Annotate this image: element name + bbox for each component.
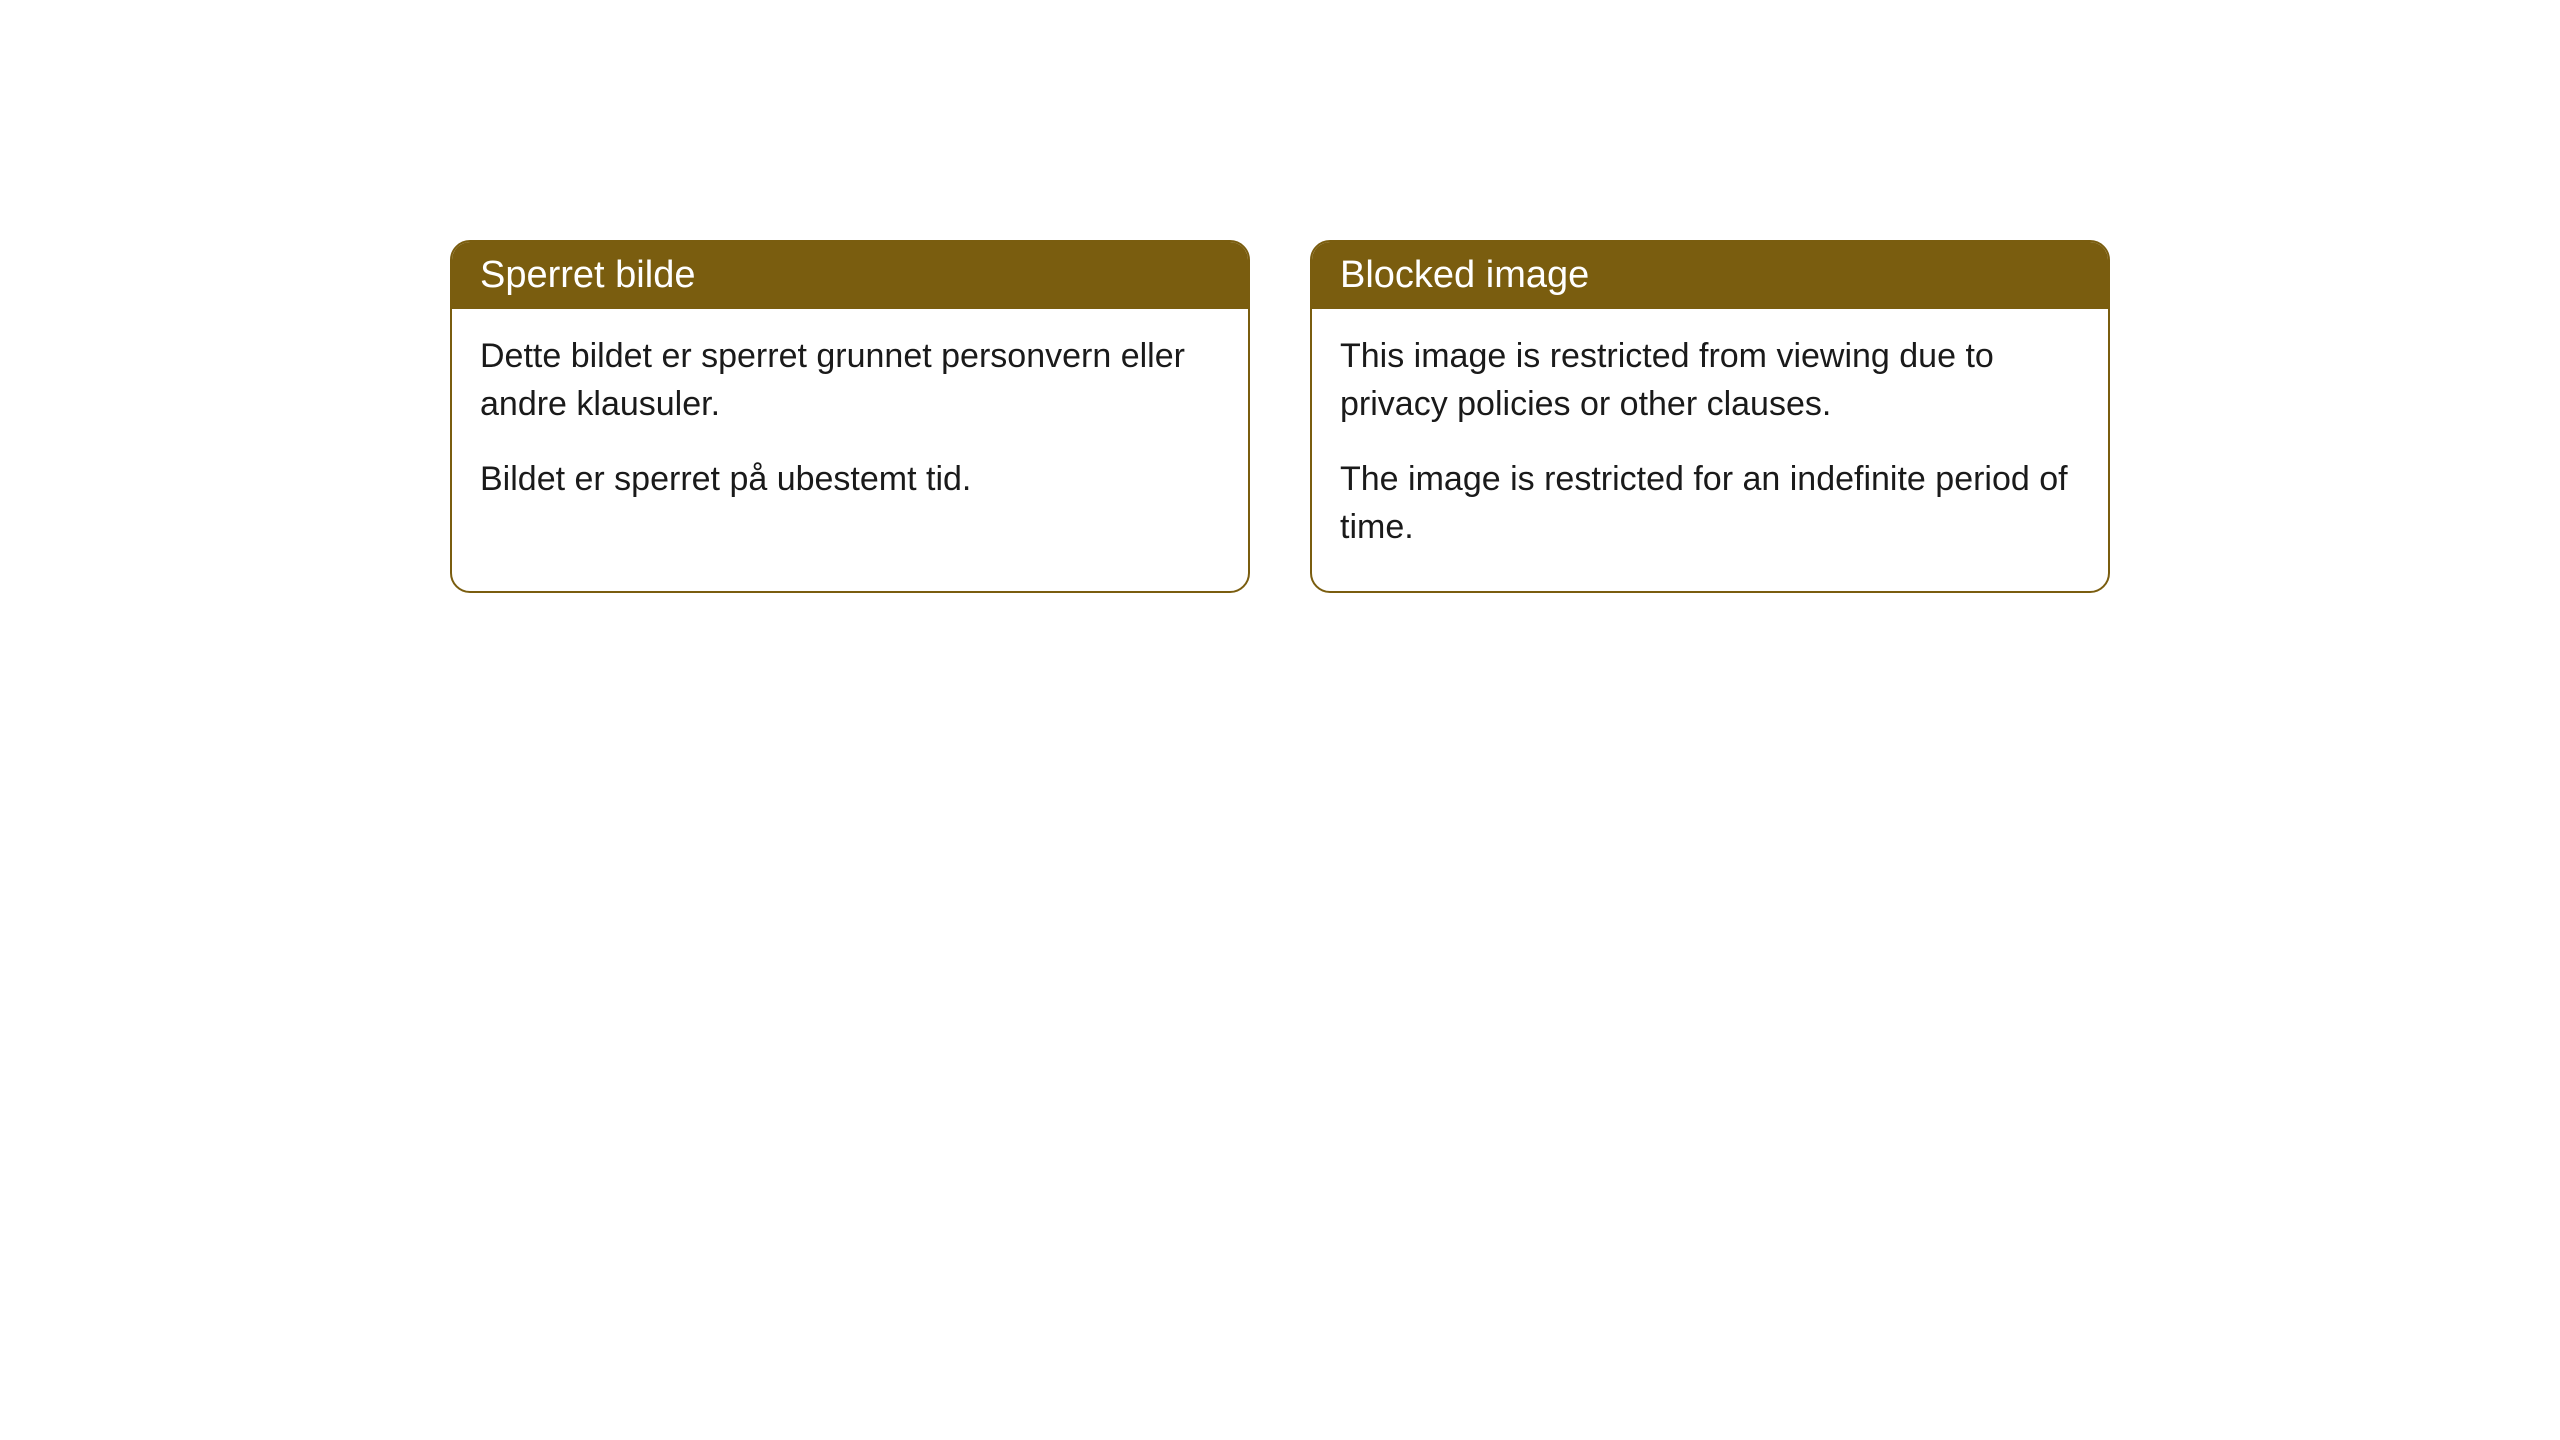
card-paragraph-2: Bildet er sperret på ubestemt tid.	[480, 456, 1220, 504]
notice-card-norwegian: Sperret bilde Dette bildet er sperret gr…	[450, 240, 1250, 593]
card-header: Blocked image	[1312, 242, 2108, 309]
card-paragraph-2: The image is restricted for an indefinit…	[1340, 456, 2080, 551]
card-paragraph-1: Dette bildet er sperret grunnet personve…	[480, 333, 1220, 428]
card-paragraph-1: This image is restricted from viewing du…	[1340, 333, 2080, 428]
card-title: Blocked image	[1340, 254, 1589, 296]
notice-card-english: Blocked image This image is restricted f…	[1310, 240, 2110, 593]
card-body: This image is restricted from viewing du…	[1312, 309, 2108, 591]
card-body: Dette bildet er sperret grunnet personve…	[452, 309, 1248, 544]
notice-cards-container: Sperret bilde Dette bildet er sperret gr…	[450, 240, 2110, 593]
card-header: Sperret bilde	[452, 242, 1248, 309]
card-title: Sperret bilde	[480, 254, 695, 296]
